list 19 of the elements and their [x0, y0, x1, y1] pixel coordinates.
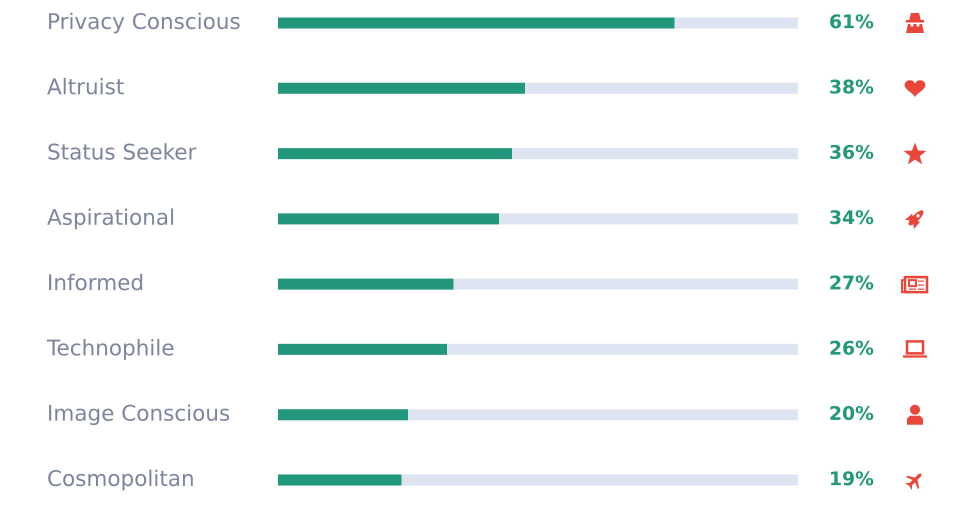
data-label: 38% — [830, 80, 874, 94]
data-label: 19% — [831, 471, 874, 486]
data-label: 36% — [830, 144, 874, 160]
bar — [278, 474, 402, 486]
y-tick-label: Status Seeker — [48, 143, 196, 160]
data-label: 26% — [830, 340, 874, 355]
y-tick-label: Technophile — [46, 339, 174, 360]
bar — [278, 409, 408, 420]
data-label: 34% — [830, 210, 874, 224]
bar — [278, 344, 447, 355]
y-tick-label: Altruist — [47, 78, 124, 95]
data-label: 27% — [830, 275, 874, 290]
y-tick-label: Informed — [49, 274, 142, 290]
data-label: 61% — [830, 14, 874, 28]
y-tick-label: Cosmopolitan — [48, 470, 193, 490]
y-tick-label: Image Conscious — [49, 404, 230, 426]
y-tick-label: Privacy Conscious — [49, 12, 240, 34]
data-label: 20% — [830, 406, 874, 420]
y-tick-label: Aspirational — [47, 208, 174, 230]
